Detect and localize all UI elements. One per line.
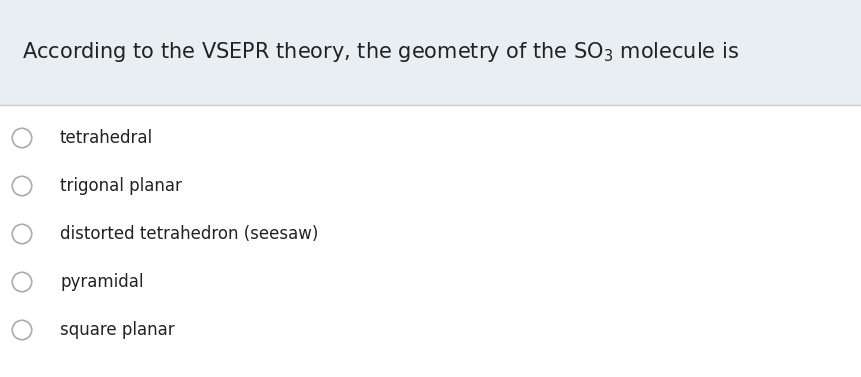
Text: According to the VSEPR theory, the geometry of the SO$_3$ molecule is: According to the VSEPR theory, the geome… <box>22 40 739 64</box>
Text: trigonal planar: trigonal planar <box>60 177 182 195</box>
Text: distorted tetrahedron (seesaw): distorted tetrahedron (seesaw) <box>60 225 319 243</box>
Text: square planar: square planar <box>60 321 175 339</box>
Text: pyramidal: pyramidal <box>60 273 144 291</box>
Bar <box>0 0 861 105</box>
Text: tetrahedral: tetrahedral <box>60 129 153 147</box>
